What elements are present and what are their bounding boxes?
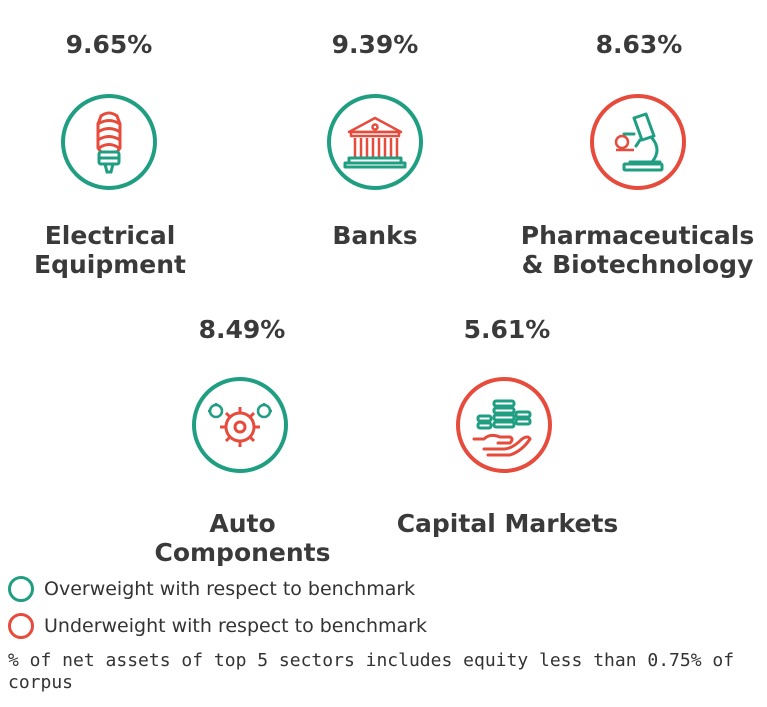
percent-value: 8.49% — [198, 315, 286, 344]
overweight-ring-icon — [8, 576, 34, 602]
percent-value: 8.63% — [595, 30, 683, 59]
sector-label: Pharmaceuticals & Biotechnology — [515, 221, 760, 279]
sector-label-line2: Components — [154, 538, 331, 567]
percent-value: 9.39% — [331, 30, 419, 59]
sector-label-line2: Equipment — [34, 250, 186, 279]
sector-label: Capital Markets — [390, 509, 625, 538]
gears-icon — [192, 377, 288, 473]
hand-coins-icon — [456, 377, 552, 473]
sector-label-line1: Auto — [209, 509, 276, 538]
microscope-icon — [590, 94, 686, 190]
underweight-ring-icon — [8, 613, 34, 639]
legend-overweight-text: Overweight with respect to benchmark — [44, 578, 416, 600]
sector-label: Electrical Equipment — [20, 221, 200, 279]
sector-label-line1: Pharmaceuticals — [520, 221, 755, 250]
sector-label-line2: & Biotechnology — [521, 250, 754, 279]
light-bulb-icon — [61, 94, 157, 190]
percent-value: 9.65% — [65, 30, 153, 59]
sector-label: Auto Components — [150, 509, 335, 567]
sector-label-line1: Capital Markets — [396, 509, 619, 538]
legend-underweight-text: Underweight with respect to benchmark — [44, 615, 427, 637]
sector-label-line1: Electrical — [44, 221, 176, 250]
bank-building-icon — [327, 94, 423, 190]
legend-underweight: Underweight with respect to benchmark — [8, 609, 427, 643]
sector-label: Banks — [285, 221, 465, 250]
footnote: % of net assets of top 5 sectors include… — [8, 650, 735, 693]
percent-value: 5.61% — [463, 315, 551, 344]
sector-label-line1: Banks — [332, 221, 418, 250]
legend-overweight: Overweight with respect to benchmark — [8, 572, 415, 606]
